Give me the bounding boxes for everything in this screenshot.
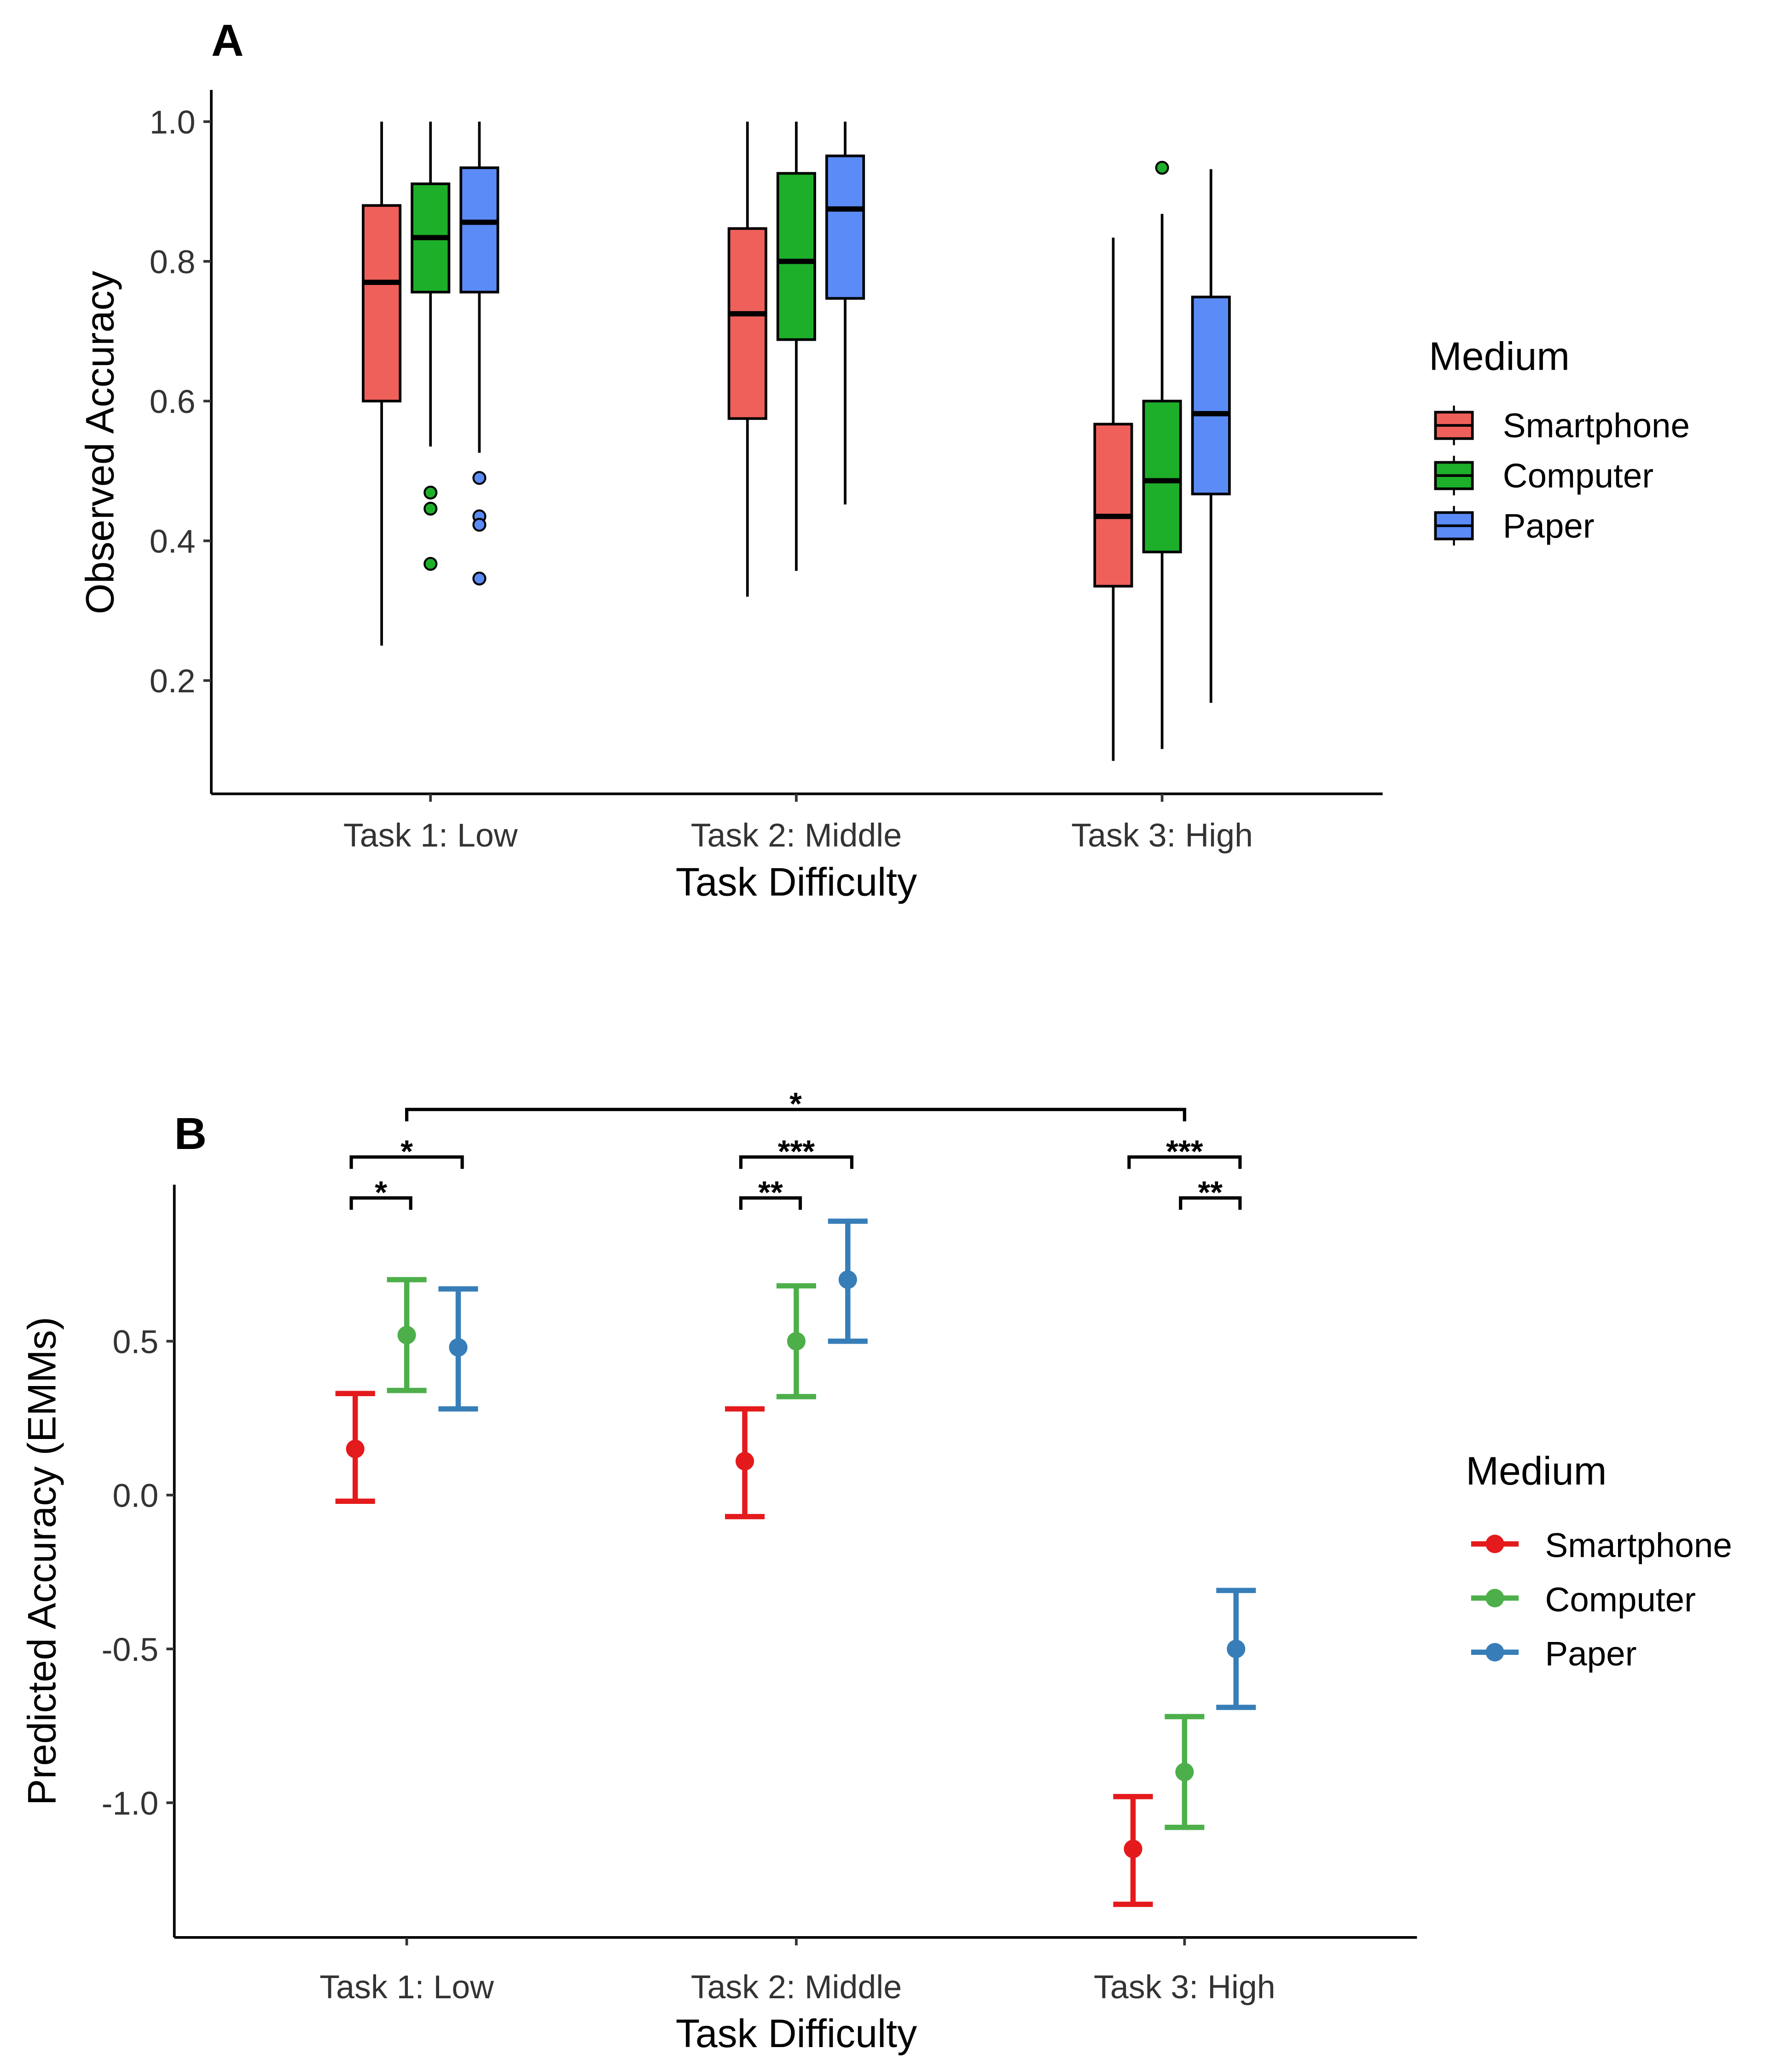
y-tick-label: 0.0 xyxy=(113,1478,159,1514)
significance-label: * xyxy=(789,1086,802,1122)
x-tick-label: Task 3: High xyxy=(1071,817,1253,854)
x-tick-label: Task 1: Low xyxy=(319,1969,494,2006)
legend-label-computer: Computer xyxy=(1503,456,1653,495)
significance-bracket xyxy=(405,1108,1186,1121)
significance-bracket xyxy=(1127,1155,1242,1169)
x-tick-label: Task 3: High xyxy=(1094,1969,1276,2006)
panel-label: A xyxy=(211,15,244,65)
outlier-computer xyxy=(423,486,438,500)
legend-point-computer xyxy=(1485,1589,1504,1607)
box-paper xyxy=(1191,296,1231,496)
outlier-computer xyxy=(423,501,438,516)
point-computer xyxy=(397,1326,416,1345)
y-tick-label: 0.8 xyxy=(150,244,196,281)
panel-a: A 0.2 0.4 0.6 0.8 1.0 Task 1: Low Task 2: Middl… xyxy=(78,15,1690,905)
significance-bracket xyxy=(739,1155,853,1169)
outlier-computer xyxy=(423,557,438,571)
point-smartphone xyxy=(735,1452,754,1471)
box-computer xyxy=(1142,400,1182,553)
outlier-computer xyxy=(1155,161,1169,175)
y-tick-label: 0.6 xyxy=(150,383,196,420)
box-smartphone xyxy=(727,227,767,420)
box-smartphone xyxy=(1093,423,1133,588)
y-axis-title: Observed Accuracy xyxy=(78,271,122,614)
significance-label: *** xyxy=(1166,1134,1203,1169)
significance-label: * xyxy=(375,1175,387,1210)
y-tick-label: 0.5 xyxy=(113,1323,159,1360)
significance-bracket xyxy=(1179,1196,1242,1210)
point-computer xyxy=(787,1332,806,1351)
point-paper xyxy=(838,1270,857,1289)
legend-label-paper: Paper xyxy=(1545,1634,1637,1673)
point-computer xyxy=(1175,1763,1194,1781)
box-paper xyxy=(459,166,499,294)
y-tick-label: -1.0 xyxy=(102,1785,159,1822)
box-computer xyxy=(776,172,816,341)
legend-label-computer: Computer xyxy=(1545,1580,1696,1619)
y-axis-title: Predicted Accuracy (EMMs) xyxy=(20,1317,64,1806)
significance-label: ** xyxy=(1198,1175,1223,1210)
x-axis-title: Task Difficulty xyxy=(676,2012,917,2056)
box-paper xyxy=(825,154,865,300)
x-tick-label: Task 2: Middle xyxy=(691,1969,902,2006)
y-tick-label: 0.4 xyxy=(150,523,196,560)
significance-label: * xyxy=(400,1134,413,1169)
point-smartphone xyxy=(346,1439,365,1458)
legend-point-smartphone xyxy=(1485,1534,1504,1554)
point-smartphone xyxy=(1124,1839,1142,1858)
significance-bracket xyxy=(349,1155,464,1169)
point-paper xyxy=(449,1338,468,1357)
x-tick-label: Task 2: Middle xyxy=(691,817,902,854)
significance-label: ** xyxy=(758,1175,783,1210)
panel-b: B -1.0 -0.5 0.0 0.5 Task 1: Low Task 2: Middle… xyxy=(20,1086,1732,2056)
legend-title: Medium xyxy=(1466,1449,1606,1493)
significance-bracket xyxy=(739,1196,802,1210)
panel-label: B xyxy=(174,1108,207,1159)
significance-label: *** xyxy=(778,1134,815,1169)
legend-label-smartphone: Smartphone xyxy=(1545,1526,1732,1565)
y-tick-label: -0.5 xyxy=(102,1631,159,1668)
y-tick-label: 1.0 xyxy=(150,104,196,141)
outlier-paper xyxy=(472,517,487,532)
point-paper xyxy=(1227,1639,1246,1659)
y-tick-label: 0.2 xyxy=(150,663,196,700)
legend-title: Medium xyxy=(1429,335,1570,379)
significance-bracket xyxy=(349,1196,412,1210)
box-smartphone xyxy=(362,204,402,403)
x-axis-title: Task Difficulty xyxy=(676,860,917,904)
legend-label-paper: Paper xyxy=(1503,506,1595,545)
outlier-paper xyxy=(472,471,487,485)
x-tick-label: Task 1: Low xyxy=(343,817,518,854)
outlier-paper xyxy=(472,571,487,586)
legend-label-smartphone: Smartphone xyxy=(1503,406,1690,445)
legend-point-paper xyxy=(1485,1643,1504,1662)
